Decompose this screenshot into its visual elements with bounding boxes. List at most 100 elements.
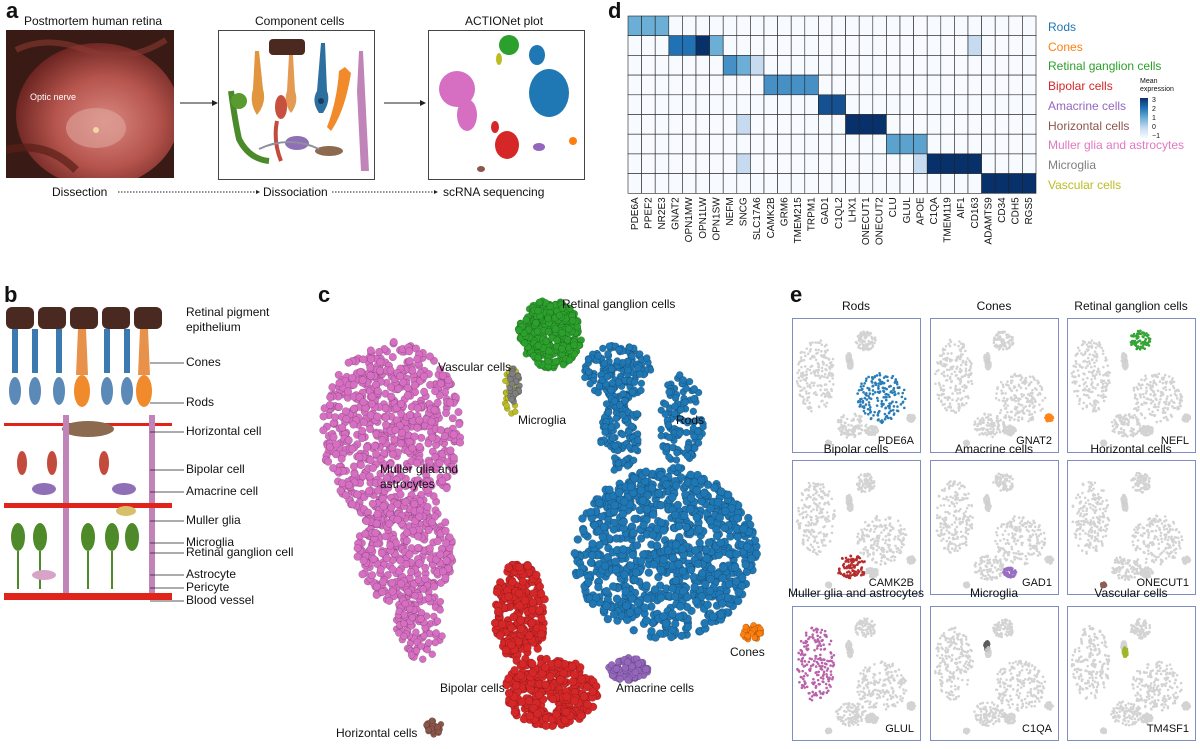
heatmap-cell-bipolar-cells-clu <box>886 74 901 96</box>
heatmap-cell-vascular-cells-tmem215 <box>790 173 806 194</box>
heatmap-cell-vascular-cells-aif1 <box>954 173 969 194</box>
marker-panel-cluster-horizontal-cells <box>962 581 971 589</box>
heatmap-cell-horizontal-cells-pde6a <box>627 114 642 135</box>
marker-panel-cones: GNAT2 <box>930 318 1059 453</box>
marker-panel-cluster-vascular-cells <box>1121 358 1129 371</box>
heatmap-cell-muller-glia-and-astrocytes-gad1 <box>818 133 833 155</box>
heatmap-cell-retinal-ganglion-cells-aif1 <box>954 55 969 76</box>
heatmap-cell-horizontal-cells-c1qa <box>926 114 942 135</box>
heatmap-row-label-microglia: Microglia <box>1048 157 1097 172</box>
actionet-scatter <box>319 297 765 738</box>
heatmap-cell-amacrine-cells-sncg <box>736 94 751 115</box>
heatmap-cell-muller-glia-and-astrocytes-opn1sw <box>709 133 724 155</box>
heatmap-cell-retinal-ganglion-cells-cd163 <box>967 55 982 76</box>
heatmap-cell-amacrine-cells-onecut1 <box>858 94 874 115</box>
heatmap-row-label-amacrine-cells: Amacrine cells <box>1048 98 1127 113</box>
heatmap-cell-bipolar-cells-ppef2 <box>641 74 656 96</box>
layer-label-horizontal-cell: Horizontal cell <box>186 424 262 438</box>
marker-panel-cluster-cones <box>1044 701 1055 711</box>
marker-panel-cluster-microglia <box>1120 640 1128 653</box>
cluster-label-bipolar-cells: Bipolar cells <box>440 681 505 695</box>
marker-panel-cluster-amacrine-cells <box>864 424 880 436</box>
heatmap-cell-rods-gnat2 <box>668 15 683 37</box>
heatmap-cell-cones-tmem215 <box>790 35 806 56</box>
heatmap-cell-rods-cd163 <box>967 15 982 37</box>
heatmap-cell-muller-glia-and-astrocytes-onecut2 <box>872 133 887 155</box>
heatmap-cell-rods-slc17a6 <box>750 15 765 37</box>
heatmap-cell-cones-rgs5 <box>1022 35 1037 56</box>
heatmap-cell-bipolar-cells-nr2e3 <box>654 74 670 96</box>
heatmap-cell-microglia-glul <box>899 153 914 174</box>
heatmap-cell-muller-glia-and-astrocytes-gnat2 <box>668 133 683 155</box>
cluster-rods <box>597 390 642 474</box>
heatmap-cell-rods-opn1sw <box>709 15 724 37</box>
heatmap-gene-label-glul: GLUL <box>902 197 913 224</box>
heatmap-gene-label-lhx1: LHX1 <box>847 197 858 222</box>
layer-label-blood-vessel: Blood vessel <box>186 593 255 607</box>
marker-panel-cluster-rods <box>1131 514 1184 566</box>
heatmap-cell-muller-glia-and-astrocytes-camk2b <box>763 133 778 155</box>
marker-panel-cluster-muller-glia-and-astrocytes <box>1071 480 1111 555</box>
heatmap-cell-vascular-cells-cdh5 <box>1008 173 1023 194</box>
heatmap-cell-amacrine-cells-tmem215 <box>790 94 806 115</box>
marker-panel-cluster-horizontal-cells <box>825 439 833 447</box>
heatmap-cell-horizontal-cells-gad1 <box>818 114 833 135</box>
heatmap-cell-muller-glia-and-astrocytes-nefm <box>722 133 738 155</box>
marker-panel-cluster-muller-glia-and-astrocytes <box>1070 339 1112 413</box>
heatmap-cell-retinal-ganglion-cells-onecut2 <box>872 55 887 76</box>
heatmap-gene-label-clu: CLU <box>888 197 899 217</box>
heatmap-cell-vascular-cells-glul <box>899 173 914 194</box>
heatmap-gene-label-nr2e3: NR2E3 <box>657 197 668 230</box>
heatmap-cell-vascular-cells-onecut2 <box>872 173 887 194</box>
heatmap-row-label-retinal-ganglion-cells: Retinal ganglion cells <box>1048 59 1162 74</box>
heatmap-cell-cones-opn1mw <box>682 35 697 56</box>
legend-title: Mean expression <box>1140 78 1174 93</box>
heatmap-cell-rods-adamts9 <box>981 15 996 37</box>
marker-panel-title-bipolar-cells: Bipolar cells <box>823 442 889 456</box>
heatmap-cell-retinal-ganglion-cells-slc17a6 <box>750 55 765 76</box>
heatmap-cell-rods-nefm <box>722 15 738 37</box>
heatmap-cell-horizontal-cells-grm6 <box>777 114 792 135</box>
heatmap-gene-label-trpm1: TRPM1 <box>807 197 818 231</box>
heatmap-row-label-vascular-cells: Vascular cells <box>1048 177 1122 192</box>
cluster-rods <box>581 341 655 402</box>
marker-panel-cluster-cones <box>906 413 917 423</box>
cluster-label-microglia: Microglia <box>518 413 567 427</box>
heatmap-cell-rods-trpm1 <box>804 15 819 37</box>
heatmap-cell-amacrine-cells-opn1mw <box>682 94 697 115</box>
heatmap-cell-muller-glia-and-astrocytes-sncg <box>736 133 751 155</box>
heatmap-cell-bipolar-cells-tmem119 <box>940 74 955 96</box>
heatmap-cell-amacrine-cells-tmem119 <box>940 94 955 115</box>
heatmap-cell-vascular-cells-gad1 <box>818 173 833 194</box>
heatmap-cell-microglia-rgs5 <box>1022 153 1037 174</box>
heatmap-cell-cones-adamts9 <box>981 35 996 56</box>
marker-gene-onecut1: ONECUT1 <box>1136 577 1189 589</box>
heatmap-gene-label-onecut1: ONECUT1 <box>861 197 872 245</box>
heatmap-cell-retinal-ganglion-cells-opn1mw <box>682 55 697 76</box>
heatmap-cell-microglia-tmem215 <box>790 153 806 174</box>
heatmap-cell-cones-cd163 <box>967 35 982 56</box>
heatmap-gene-label-gad1: GAD1 <box>820 197 831 225</box>
heatmap-cell-amacrine-cells-c1ql2 <box>831 94 846 115</box>
marker-gene-camk2b: CAMK2B <box>868 577 914 589</box>
marker-panel-cluster-bipolar-cells <box>1110 413 1142 438</box>
marker-panel-cluster-rods <box>994 515 1047 566</box>
marker-panel-cluster-rods <box>994 372 1047 423</box>
heatmap-cell-amacrine-cells-slc17a6 <box>750 94 765 115</box>
cluster-bipolar-cells <box>490 560 549 665</box>
marker-panel-cluster-horizontal-cells <box>1100 727 1108 735</box>
heatmap-cell-vascular-cells-rgs5 <box>1022 173 1037 194</box>
marker-gene-nefl: NEFL <box>1160 435 1189 447</box>
marker-panel-cluster-muller-glia-and-astrocytes <box>796 626 836 702</box>
cluster-muller-glia-and-astrocytes <box>353 497 457 611</box>
heatmap-gene-label-ppef2: PPEF2 <box>643 197 654 229</box>
heatmap-cell-amacrine-cells-cd163 <box>967 94 982 115</box>
heatmap-cell-bipolar-cells-c1ql2 <box>831 74 846 96</box>
heatmap-cell-bipolar-cells-tmem215 <box>790 74 806 96</box>
heatmap-cell-bipolar-cells-lhx1 <box>845 74 860 96</box>
heatmap-cell-amacrine-cells-clu <box>886 94 901 115</box>
heatmap-cell-retinal-ganglion-cells-clu <box>886 55 901 76</box>
heatmap-cell-muller-glia-and-astrocytes-cd34 <box>994 133 1010 155</box>
marker-panel-cluster-bipolar-cells <box>973 701 1006 727</box>
marker-panel-cluster-rods <box>1131 660 1183 712</box>
